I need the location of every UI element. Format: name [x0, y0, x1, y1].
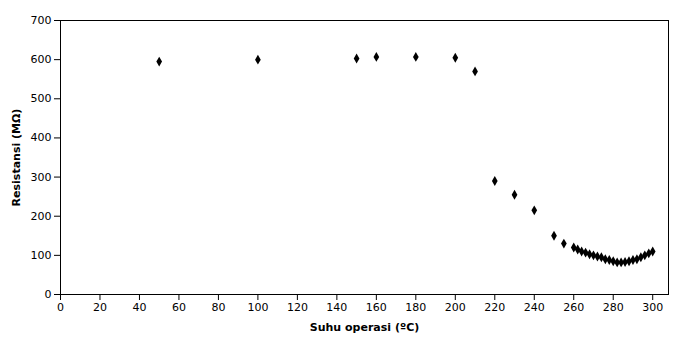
svg-text:40: 40 [132, 301, 146, 314]
svg-text:600: 600 [31, 53, 52, 66]
svg-text:140: 140 [326, 301, 347, 314]
svg-text:700: 700 [31, 14, 52, 27]
svg-text:0: 0 [45, 288, 52, 301]
svg-text:300: 300 [31, 171, 52, 184]
svg-text:Suhu operasi (ºC): Suhu operasi (ºC) [310, 321, 419, 334]
svg-text:60: 60 [172, 301, 186, 314]
svg-text:200: 200 [445, 301, 466, 314]
svg-text:500: 500 [31, 92, 52, 105]
svg-text:100: 100 [31, 249, 52, 262]
svg-text:400: 400 [31, 131, 52, 144]
svg-text:100: 100 [247, 301, 268, 314]
svg-text:200: 200 [31, 210, 52, 223]
svg-text:80: 80 [211, 301, 225, 314]
svg-text:240: 240 [524, 301, 545, 314]
svg-text:120: 120 [287, 301, 308, 314]
svg-text:0: 0 [57, 301, 64, 314]
svg-text:300: 300 [642, 301, 663, 314]
svg-text:160: 160 [366, 301, 387, 314]
svg-text:220: 220 [484, 301, 505, 314]
svg-text:260: 260 [563, 301, 584, 314]
svg-text:280: 280 [603, 301, 624, 314]
svg-text:Resistansi (MΩ): Resistansi (MΩ) [10, 109, 23, 207]
svg-text:20: 20 [93, 301, 107, 314]
svg-text:180: 180 [405, 301, 426, 314]
